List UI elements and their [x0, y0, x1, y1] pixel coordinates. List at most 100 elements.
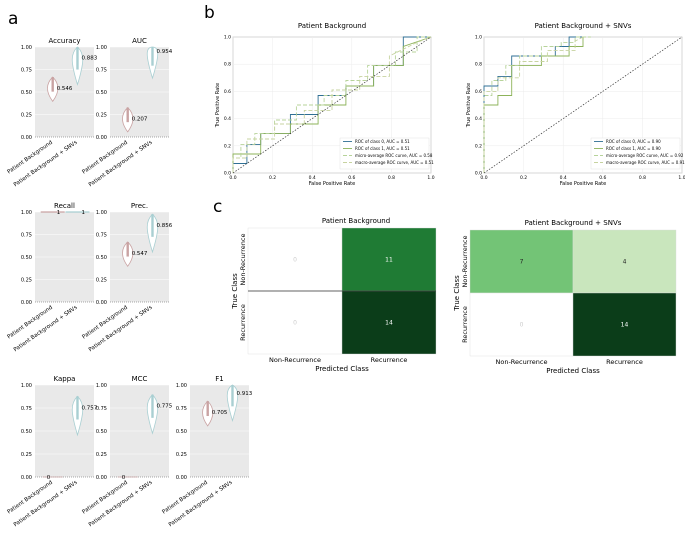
x-tick-label: 0.8	[388, 175, 395, 181]
y-tick-label: 0.75	[176, 406, 187, 412]
y-tick-label: 0.0	[475, 171, 482, 177]
y-tick-label: 0.75	[21, 406, 32, 412]
y-tick-label: 0.25	[96, 113, 107, 119]
violin-chart-f1: F10.000.250.500.751.000.7050.913Patient …	[161, 375, 252, 528]
y-tick-label: 1.00	[96, 383, 107, 389]
legend-entry: macro-average ROC curve, AUC = 0.51	[355, 160, 434, 165]
y-tick-label: 0.6	[475, 89, 482, 95]
violin-chart-accuracy: Accuracy0.000.250.500.751.000.5460.883Pa…	[6, 37, 97, 188]
violin-box	[76, 47, 78, 70]
chart-title: Accuracy	[49, 37, 81, 45]
data-label: 0.856	[156, 223, 172, 229]
row-label: Recurrence	[239, 304, 247, 341]
violin-box	[151, 47, 153, 66]
col-label: Non-Recurrence	[496, 358, 548, 366]
cell-value: 14	[621, 322, 629, 329]
x-axis-label: False Positive Rate	[309, 181, 355, 187]
confusion-matrix-panels: Patient Background0 110 14Non-Recurrence Re…	[231, 217, 676, 375]
legend-entry: macro-average ROC curve, AUC = 0.91	[606, 160, 685, 165]
cell-value: 0	[293, 320, 297, 327]
figure: a b c Accuracy0.000.250.500.751.000.5460…	[0, 0, 685, 536]
chart-title: Patient Background	[298, 22, 366, 30]
y-tick-label: 0.75	[21, 233, 32, 239]
x-tick-label: 0.8	[639, 175, 646, 181]
violin-box	[76, 396, 78, 419]
x-axis-label: Predicted Class	[546, 367, 600, 375]
violin-box	[127, 242, 129, 257]
data-label: 1	[57, 210, 61, 216]
panel-label-b: b	[204, 3, 215, 23]
violin-chart-mcc: MCC0.000.250.500.751.0000.775Patient Bac…	[81, 375, 172, 528]
y-tick-label: 0.75	[21, 68, 32, 74]
violin-box	[207, 401, 209, 416]
y-tick-label: 0.4	[224, 116, 231, 122]
col-label: Recurrence	[371, 356, 408, 364]
y-tick-label: 0.4	[475, 116, 482, 122]
chart-title: MCC	[132, 375, 148, 383]
violin-chart-kappa: Kappa0.000.250.500.751.0000.757Patient B…	[6, 375, 97, 528]
y-tick-label: 0.0	[224, 171, 231, 177]
data-label: 0.913	[236, 391, 252, 397]
legend-entry: ROC of class 0, AUC = 0.51	[355, 139, 410, 144]
chart-title: Kappa	[54, 375, 76, 383]
y-tick-label: 0.8	[224, 62, 231, 68]
data-label: 0.883	[81, 56, 97, 62]
y-tick-label: 1.00	[21, 45, 32, 51]
data-label: 0.547	[132, 251, 148, 257]
x-tick-label: 0.2	[269, 175, 276, 181]
legend-entry: ROC of class 1, AUC = 0.90	[606, 146, 661, 151]
violin-box	[151, 214, 153, 237]
y-tick-label: 0.75	[96, 233, 107, 239]
legend-entry: micro-average ROC curve, AUC = 0.58	[355, 153, 433, 158]
y-tick-label: 0.50	[21, 255, 32, 261]
violin-box	[231, 385, 233, 406]
y-tick-label: 0.00	[96, 475, 107, 481]
legend-entry: ROC of class 0, AUC = 0.90	[606, 139, 661, 144]
y-tick-label: 0.6	[224, 89, 231, 95]
violin-box	[52, 77, 54, 92]
roc-panels: Patient Background 0.0 0.2 0.4 0.6 0.8 1.0 0.0 0…	[215, 22, 685, 187]
col-label: Recurrence	[606, 358, 643, 366]
y-tick-label: 1.00	[96, 45, 107, 51]
y-axis-label: True Class	[231, 273, 239, 310]
row-label: Non-Recurrence	[461, 235, 469, 287]
y-tick-label: 0.25	[21, 452, 32, 458]
col-label: Non-Recurrence	[269, 356, 321, 364]
row-label: Recurrence	[461, 306, 469, 343]
y-tick-label: 0.00	[21, 135, 32, 141]
chart-title: Patient Background + SNVs	[535, 22, 632, 30]
chart-title: AUC	[132, 37, 147, 45]
chart-title: Patient Background + SNVs	[525, 219, 622, 227]
cell-value: 7	[520, 259, 524, 266]
confusion-matrix-2: Patient Background + SNVs 7 4 0 14 Non-Recurr…	[453, 219, 676, 375]
data-label: 0.705	[212, 410, 228, 416]
chart-title: F1	[215, 375, 223, 383]
legend-entry: micro-average ROC curve, AUC = 0.92	[606, 153, 684, 158]
y-tick-label: 0.75	[96, 406, 107, 412]
roc-chart-1: Patient Background 0.0 0.2 0.4 0.6 0.8 1.0 0.0 0…	[215, 22, 435, 187]
y-axis-label: True Class	[453, 275, 461, 312]
y-tick-label: 0.75	[96, 68, 107, 74]
roc-chart-2: Patient Background + SNVs 0.0 0.2 0.4 0.6 0.8…	[466, 22, 685, 187]
data-label: 0.954	[156, 49, 172, 55]
y-tick-label: 0.25	[21, 113, 32, 119]
cell-value: 0	[293, 257, 297, 264]
y-tick-label: 1.00	[96, 210, 107, 216]
x-tick-label: 0.2	[520, 175, 527, 181]
chart-title: Prec.	[131, 202, 148, 210]
y-tick-label: 0.25	[21, 278, 32, 284]
y-tick-label: 0.00	[96, 300, 107, 306]
y-axis-label: True Positive Rate	[466, 83, 472, 129]
y-tick-label: 0.00	[96, 135, 107, 141]
y-tick-label: 0.8	[475, 62, 482, 68]
y-tick-label: 0.2	[224, 143, 231, 149]
y-tick-label: 0.50	[21, 90, 32, 96]
x-tick-label: 1.0	[678, 175, 685, 181]
y-tick-label: 0.25	[96, 452, 107, 458]
cell-value: 4	[623, 259, 627, 266]
y-tick-label: 0.2	[475, 143, 482, 149]
y-tick-label: 1.00	[21, 210, 32, 216]
y-tick-label: 0.50	[96, 429, 107, 435]
violin-box	[151, 395, 153, 418]
